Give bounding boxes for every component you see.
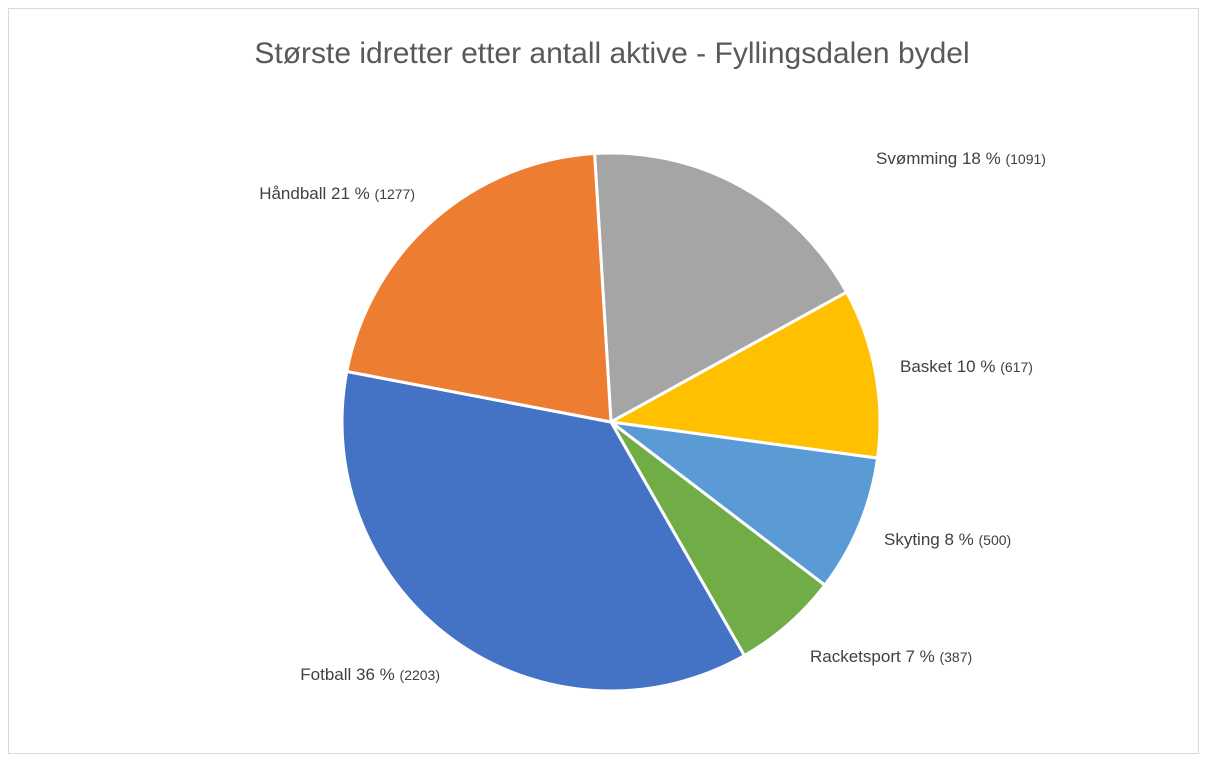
pie-slice — [605, 419, 880, 588]
data-label: Svømming 18 % (1091) — [876, 149, 1046, 168]
value-label: (2203) — [400, 667, 440, 683]
data-label: Basket 10 % (617) — [900, 357, 1033, 376]
percent-label: 18 % — [962, 149, 1001, 168]
category-label: Fotball — [300, 665, 351, 684]
pie-slice — [606, 290, 882, 460]
value-label: (1091) — [1005, 151, 1045, 167]
category-label: Racketsport — [810, 647, 901, 666]
category-label: Håndball — [259, 184, 326, 203]
data-label: Fotball 36 % (2203) — [300, 665, 440, 684]
pie-slice — [345, 151, 613, 424]
chart-title: Største idretter etter antall aktive - F… — [254, 37, 969, 70]
percent-label: 10 % — [957, 357, 996, 376]
value-label: (617) — [1000, 359, 1033, 375]
percent-label: 36 % — [356, 665, 395, 684]
data-label: Håndball 21 % (1277) — [259, 184, 415, 203]
category-label: Basket — [900, 357, 952, 376]
pie-slice — [592, 151, 849, 425]
value-label: (387) — [939, 649, 972, 665]
category-label: Skyting — [884, 530, 940, 549]
data-label: Racketsport 7 % (387) — [810, 647, 972, 666]
percent-label: 21 % — [331, 184, 370, 203]
pie-slice — [340, 369, 747, 693]
data-label: Skyting 8 % (500) — [884, 530, 1011, 549]
value-label: (500) — [979, 532, 1012, 548]
value-label: (1277) — [375, 186, 415, 202]
percent-label: 8 % — [944, 530, 973, 549]
category-label: Svømming — [876, 149, 957, 168]
percent-label: 7 % — [905, 647, 934, 666]
